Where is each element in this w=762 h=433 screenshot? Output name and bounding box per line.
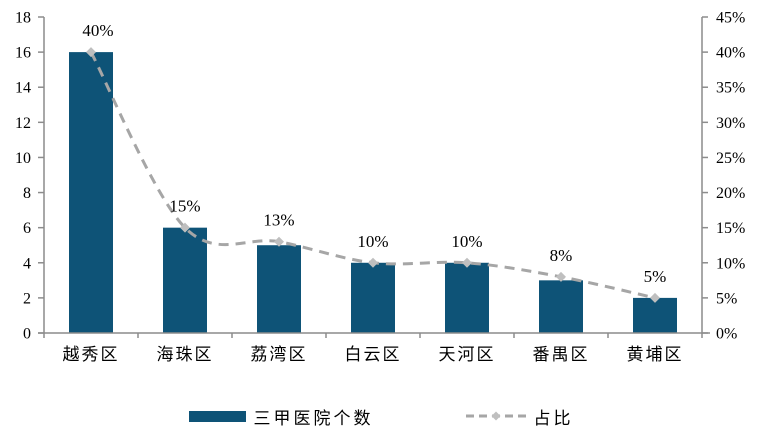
line-marker-diamond bbox=[368, 257, 378, 268]
right-axis-tick-label: 20% bbox=[716, 185, 745, 202]
legend-label-bar-series: 三甲医院个数 bbox=[253, 408, 374, 428]
legend-diamond-icon bbox=[491, 411, 500, 421]
bar bbox=[351, 262, 395, 333]
data-label: 5% bbox=[644, 267, 667, 286]
left-axis-tick-label: 2 bbox=[23, 290, 31, 307]
line-marker-diamond bbox=[556, 271, 566, 282]
bar bbox=[539, 280, 583, 333]
data-label: 13% bbox=[263, 211, 294, 230]
category-label: 天河区 bbox=[439, 345, 496, 364]
line-marker-diamond bbox=[86, 47, 96, 58]
left-axis-tick-label: 12 bbox=[15, 115, 31, 132]
category-label: 白云区 bbox=[345, 345, 402, 364]
data-label: 15% bbox=[169, 197, 200, 216]
right-axis-tick-label: 30% bbox=[716, 115, 745, 132]
bar bbox=[257, 245, 301, 333]
legend-item-bar-series: 三甲医院个数 bbox=[188, 404, 374, 429]
right-axis-tick-label: 0% bbox=[716, 326, 737, 343]
line-marker-diamond bbox=[180, 222, 190, 233]
left-axis-tick-label: 4 bbox=[23, 255, 31, 272]
line-marker-diamond bbox=[650, 292, 660, 303]
category-label: 荔湾区 bbox=[251, 345, 308, 364]
left-axis-tick-label: 10 bbox=[15, 150, 31, 167]
right-axis-tick-label: 15% bbox=[716, 220, 745, 237]
left-axis-tick-label: 8 bbox=[23, 185, 31, 202]
bar-series-swatch-icon bbox=[188, 410, 246, 422]
right-axis-tick-label: 25% bbox=[716, 150, 745, 167]
category-label: 黄埔区 bbox=[627, 345, 684, 364]
legend-label-line-series: 占比 bbox=[533, 408, 574, 428]
data-label: 8% bbox=[550, 246, 573, 265]
bar bbox=[69, 52, 113, 333]
legend-item-line-series: 占比 bbox=[465, 404, 574, 429]
bar bbox=[163, 227, 207, 333]
right-axis-tick-label: 10% bbox=[716, 255, 745, 272]
data-label: 10% bbox=[357, 232, 388, 251]
chart-legend: 三甲医院个数 占比 bbox=[0, 402, 762, 430]
left-axis-tick-label: 16 bbox=[15, 45, 31, 62]
left-axis-tick-label: 6 bbox=[23, 220, 31, 237]
category-label: 越秀区 bbox=[63, 345, 120, 364]
category-label: 番禺区 bbox=[533, 345, 590, 364]
right-axis-tick-label: 5% bbox=[716, 290, 737, 307]
left-axis-tick-label: 14 bbox=[15, 80, 31, 97]
right-axis-tick-label: 35% bbox=[716, 80, 745, 97]
bar bbox=[633, 297, 677, 333]
line-marker-diamond bbox=[462, 257, 472, 268]
right-axis-tick-label: 40% bbox=[716, 45, 745, 62]
data-label: 10% bbox=[451, 232, 482, 251]
dashed-line-diamond-swatch-icon bbox=[465, 411, 526, 421]
bar bbox=[445, 262, 489, 333]
left-axis-tick-label: 18 bbox=[15, 10, 31, 27]
left-axis-tick-label: 0 bbox=[23, 326, 31, 343]
data-label: 40% bbox=[82, 21, 113, 40]
line-marker-diamond bbox=[274, 236, 284, 247]
chart-canvas: 0 2 4 6 8 10 12 14 16 18 0% 5% 10% 15% 20% 25% 30% 35% 40%… bbox=[15, 10, 745, 365]
category-label: 海珠区 bbox=[157, 345, 214, 364]
right-axis-tick-label: 45% bbox=[716, 10, 745, 27]
